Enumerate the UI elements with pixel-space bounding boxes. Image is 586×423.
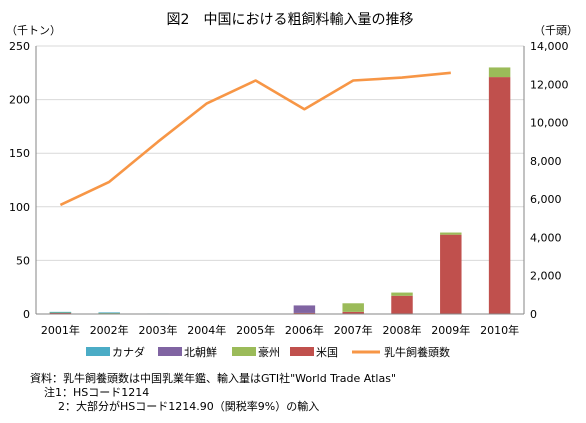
right-axis-unit: （千頭） [534,24,578,37]
bar [342,303,364,312]
series-line [59,71,451,207]
legend-label: 米国 [316,346,338,359]
y-tick-label: 0 [23,308,30,321]
x-tick-label: 2006年 [285,323,324,337]
x-tick-label: 2005年 [236,323,275,337]
x-tick-label: 2004年 [187,323,226,337]
x-tick-label: 2009年 [431,323,470,337]
note-2: 2：大部分がHSコード1214.90（関税率9%）の輸入 [58,399,319,413]
y-tick-label: 250 [9,40,30,53]
axes [35,46,525,315]
y2-tick-label: 0 [530,308,537,321]
legend-label: 乳牛飼養頭数 [384,345,450,359]
chart-title: 図2 中国における粗飼料輸入量の推移 [167,12,414,28]
x-tick-label: 2001年 [41,323,80,337]
bar [98,312,120,314]
x-tick-label: 2003年 [139,323,178,337]
legend: カナダ 北朝鮮 豪州 米国 乳牛飼養頭数 [86,345,450,359]
legend-label: 北朝鮮 [184,345,217,359]
y-tick-label: 50 [16,254,30,267]
bar [488,77,511,314]
bar [342,311,364,314]
y2-tick-label: 4,000 [530,231,562,244]
bar [391,295,413,314]
source-note: 資料：乳牛飼養頭数は中国乳業年鑑、輸入量はGTI社"World Trade At… [30,371,396,385]
x-tick-label: 2002年 [90,323,129,337]
bar [293,312,316,314]
bar [440,232,462,235]
legend-label: カナダ [112,345,145,359]
bars [49,67,511,315]
y-tick-label: 100 [9,201,30,214]
bar [391,292,413,296]
legend-swatch [232,347,256,356]
right-axis-ticks: 0 2,000 4,000 6,000 8,000 10,000 12,000 14,000 [530,40,569,321]
legend-swatch [290,347,314,356]
y2-tick-label: 12,000 [530,78,569,91]
bar [293,305,316,313]
note-1: 注1：HSコード1214 [44,385,149,399]
y-tick-label: 150 [9,147,30,160]
legend-swatch [158,347,182,356]
legend-label: 豪州 [258,345,280,359]
y2-tick-label: 6,000 [530,193,562,206]
bar [49,311,72,313]
legend-swatch [86,347,110,356]
x-tick-label: 2008年 [383,323,422,337]
bar [440,234,462,314]
y2-tick-label: 14,000 [530,40,569,53]
bar [488,67,511,78]
y2-tick-label: 10,000 [530,117,569,130]
x-tick-label: 2007年 [334,323,373,337]
y-tick-label: 200 [9,94,30,107]
y2-tick-label: 2,000 [530,270,562,283]
bar [49,312,72,314]
left-axis-ticks: 0 50 100 150 200 250 [9,40,30,321]
left-axis-unit: （千トン） [6,24,61,37]
y2-tick-label: 8,000 [530,155,562,168]
x-axis-ticks: 2001年 2002年 2003年 2004年 2005年 2006年 2007年 2008年… [41,323,519,337]
x-tick-label: 2010年 [480,323,519,337]
line-series [59,71,451,207]
